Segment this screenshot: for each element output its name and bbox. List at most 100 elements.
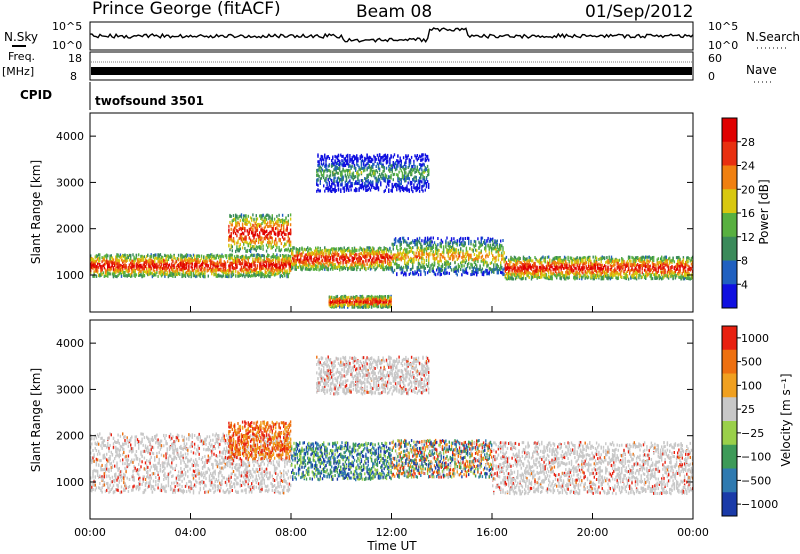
echo-cell [289,213,292,217]
echo-cell [525,266,527,270]
echo-cell [325,257,327,261]
echo-cell [253,234,255,238]
echo-cell [535,275,537,278]
echo-cell [476,255,478,259]
echo-cell [414,243,416,247]
echo-cell [505,272,508,276]
echo-cell [179,265,181,269]
echo-cell [247,260,249,264]
echo-cell [292,262,294,266]
echo-cell [480,238,482,242]
echo-cell [171,265,173,268]
echo-cell [506,277,509,281]
echo-cell [227,260,229,264]
echo-cell [352,250,355,254]
echo-cell [537,271,540,275]
echo-cell [340,249,342,253]
echo-cell [288,265,291,269]
echo-cell [420,264,422,268]
echo-cell [190,261,192,265]
echo-cell [553,257,556,261]
echo-cell [559,276,561,280]
echo-cell [115,266,117,270]
echo-cell [131,274,133,278]
echo-cell [328,249,331,253]
echo-cell [432,256,434,260]
echo-cell [110,267,112,271]
echo-cell [464,261,466,265]
echo-cell [557,265,559,269]
echo-cell [120,272,123,276]
echo-cell [331,303,333,307]
echo-cell [265,271,268,275]
echo-cell [509,260,511,264]
echo-cell [521,263,524,267]
echo-cell [233,226,236,230]
echo-cell [361,265,364,269]
echo-cell [214,267,216,271]
echo-cell [112,275,115,279]
echo-cell [503,257,505,261]
echo-cell [171,271,173,275]
echo-cell [259,270,261,274]
echo-cell [176,269,179,273]
echo-cell [327,248,329,252]
echo-cell [476,273,478,277]
echo-cell [215,269,217,272]
echo-cell [268,241,270,245]
echo-cell [535,266,537,270]
echo-cell [269,259,271,263]
echo-cell [313,267,316,271]
echo-cell [320,259,323,263]
echo-cell [332,255,334,259]
echo-cell [418,262,421,266]
echo-cell [405,253,407,257]
echo-cell [391,255,393,259]
echo-cell [460,247,462,251]
echo-cell [196,269,198,273]
echo-cell [275,248,277,252]
echo-cell [448,245,450,248]
echo-cell [110,265,112,269]
echo-cell [372,257,374,261]
echo-cell [237,274,239,278]
echo-cell [509,271,511,275]
echo-cell [101,268,103,272]
echo-cell [401,236,404,240]
echo-cell [399,266,401,270]
echo-cell [464,270,466,274]
echo-cell [132,269,134,273]
echo-cell [289,266,292,270]
echo-cell [385,251,388,255]
echo-cell [201,266,204,269]
echo-cell [423,242,425,246]
echo-cell [296,251,299,255]
echo-cell [165,258,167,262]
echo-cell [495,258,497,262]
echo-cell [307,252,309,256]
echo-cell [383,258,385,262]
echo-cell [116,262,118,266]
echo-cell [273,273,276,277]
echo-cell [99,262,101,266]
echo-cell [241,238,244,242]
echo-cell [474,248,477,252]
echo-cell [331,266,333,270]
echo-cell [351,248,353,251]
echo-cell [235,266,237,270]
echo-cell [312,257,315,261]
echo-cell [304,260,307,264]
echo-cell [492,239,494,243]
echo-cell [391,242,393,246]
echo-cell [220,262,222,266]
echo-cell [485,242,487,246]
echo-cell [183,264,185,268]
echo-cell [484,270,486,274]
echo-cell [253,224,255,228]
echo-cell [155,273,157,277]
echo-cell [396,265,398,269]
echo-cell [262,266,264,270]
echo-cell [252,257,254,261]
echo-cell [409,268,412,271]
echo-cell [307,255,309,259]
